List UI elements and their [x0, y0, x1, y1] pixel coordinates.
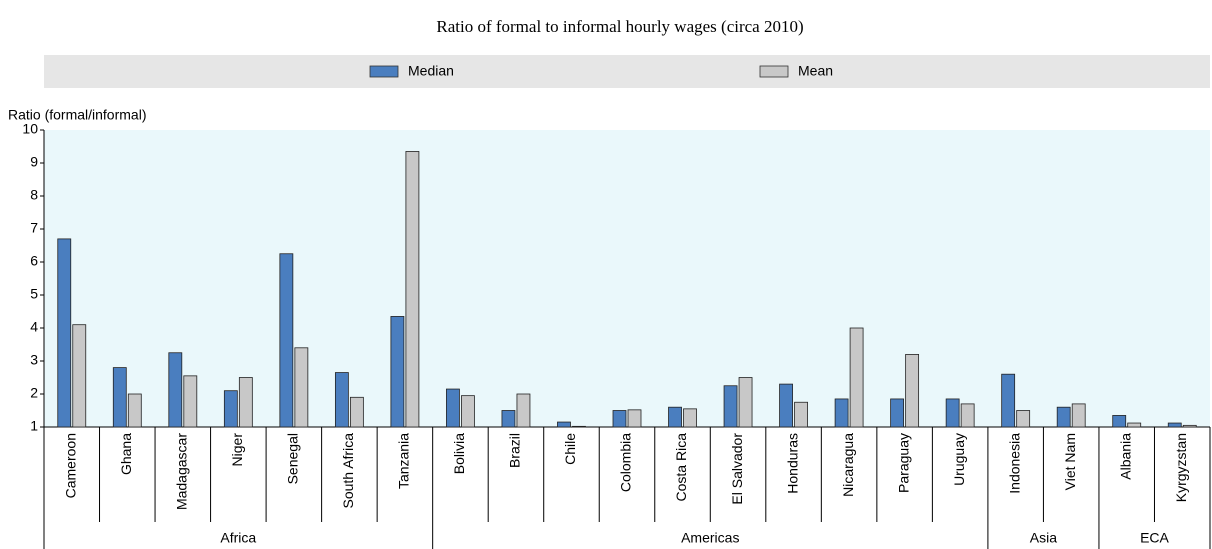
- bar: [794, 401, 808, 428]
- bar: [112, 367, 127, 428]
- bar: [612, 410, 627, 428]
- x-tick-label: Nicaragua: [840, 433, 856, 497]
- x-tick-label: Albania: [1117, 433, 1133, 480]
- y-tick-label: 9: [30, 154, 38, 170]
- bar: [668, 406, 682, 428]
- bar: [945, 398, 960, 428]
- bar: [960, 403, 975, 428]
- bar: [446, 388, 460, 428]
- x-tick-label: Brazil: [507, 433, 523, 468]
- bar: [168, 352, 183, 428]
- bar: [127, 393, 142, 428]
- x-tick-label: El Salvador: [729, 433, 745, 505]
- legend-label: Median: [408, 63, 454, 79]
- y-tick-label: 1: [30, 418, 38, 434]
- bar: [1112, 415, 1127, 428]
- chart-title: Ratio of formal to informal hourly wages…: [436, 17, 803, 36]
- x-tick-label: Indonesia: [1006, 433, 1022, 494]
- x-tick-label: Tanzania: [396, 433, 412, 489]
- legend-swatch: [759, 65, 789, 78]
- x-tick-label: Cameroon: [62, 433, 78, 498]
- x-tick-label: Costa Rica: [673, 433, 689, 502]
- bar: [461, 395, 475, 428]
- bar: [627, 409, 642, 428]
- bar: [1016, 410, 1031, 428]
- bar: [572, 425, 586, 428]
- bar: [294, 347, 309, 428]
- y-tick-label: 10: [22, 121, 38, 137]
- bar: [890, 398, 905, 428]
- x-tick-label: South Africa: [340, 433, 356, 509]
- bar: [57, 238, 72, 428]
- y-tick-label: 2: [30, 385, 38, 401]
- x-tick-label: Kyrgyzstan: [1173, 433, 1189, 502]
- bar: [1127, 422, 1142, 428]
- bar: [405, 151, 420, 428]
- bar: [72, 324, 87, 428]
- x-tick-label: Chile: [562, 433, 578, 465]
- x-tick-label: Viet Nam: [1062, 433, 1078, 490]
- x-tick-label: Senegal: [285, 433, 301, 484]
- bar: [334, 372, 349, 428]
- x-tick-label: Uruguay: [951, 433, 967, 486]
- y-tick-label: 7: [30, 220, 38, 236]
- legend-swatch: [369, 65, 399, 78]
- bar: [849, 327, 864, 428]
- y-tick-label: 3: [30, 352, 38, 368]
- bar: [738, 377, 753, 428]
- x-tick-label: Colombia: [618, 433, 634, 492]
- bar: [223, 390, 238, 428]
- group-label: Americas: [681, 530, 739, 546]
- x-tick-label: Bolivia: [451, 433, 467, 474]
- group-label: Africa: [220, 530, 256, 546]
- bar: [1167, 422, 1182, 428]
- x-tick-label: Madagascar: [174, 433, 190, 510]
- bar: [183, 375, 198, 428]
- y-axis-label: Ratio (formal/informal): [8, 107, 146, 123]
- bar: [1001, 373, 1016, 428]
- bar: [683, 408, 697, 428]
- x-tick-label: Ghana: [118, 433, 134, 475]
- legend-background: [44, 55, 1210, 88]
- legend-label: Mean: [798, 63, 833, 79]
- bar: [905, 353, 920, 428]
- x-tick-label: Paraguay: [895, 433, 911, 493]
- group-label: Asia: [1030, 530, 1057, 546]
- y-tick-label: 4: [30, 319, 38, 335]
- plot-background: [44, 130, 1210, 427]
- bar: [279, 253, 294, 428]
- bar: [779, 383, 793, 428]
- x-tick-label: Niger: [229, 433, 245, 467]
- bar: [238, 377, 253, 428]
- group-label: ECA: [1140, 530, 1169, 546]
- bar: [723, 385, 738, 428]
- bar: [834, 398, 849, 428]
- bar: [1056, 406, 1071, 428]
- bar: [516, 393, 531, 428]
- bar: [1182, 424, 1197, 428]
- bar: [390, 316, 405, 428]
- bar: [349, 396, 364, 428]
- x-tick-label: Honduras: [784, 433, 800, 494]
- y-tick-label: 8: [30, 187, 38, 203]
- y-tick-label: 5: [30, 286, 38, 302]
- bar: [1071, 403, 1086, 428]
- bar: [557, 421, 571, 428]
- y-tick-label: 6: [30, 253, 38, 269]
- bar: [501, 410, 516, 428]
